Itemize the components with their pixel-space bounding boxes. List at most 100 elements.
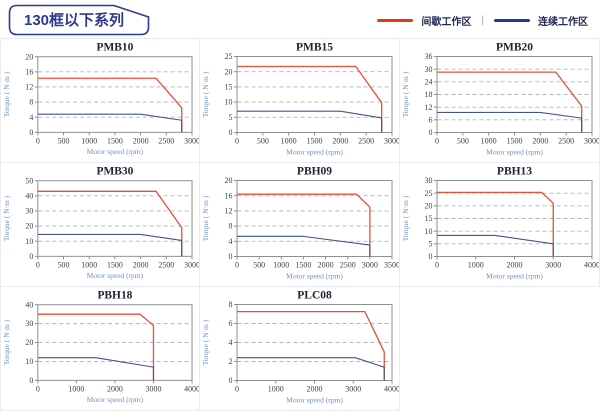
y-tick-label: 10: [225, 98, 233, 107]
charts-grid: PMB10 0 4 8 12 16 20 0 500 1000 1500 2000 2500 3000 Mo…: [0, 38, 600, 411]
chart-cell-pmb15: PMB15 0 5 10 15 20 25 0 500 1000 1500 2000 2500 3000 M…: [200, 39, 400, 163]
chart-title: PMB30: [96, 166, 133, 178]
x-tick-label: 4000: [584, 261, 599, 270]
x-axis-label: Motor speed (rpm): [486, 148, 543, 157]
y-axis-label: Torque ( N·m ): [401, 71, 410, 117]
x-tick-label: 500: [58, 260, 70, 269]
chart-svg: PMB15 0 5 10 15 20 25 0 500 1000 1500 2000 2500 3000 M…: [201, 42, 399, 157]
x-tick-label: 2500: [340, 261, 356, 270]
plot-border: [236, 180, 393, 257]
y-tick-label: 6: [429, 115, 433, 124]
x-tick-label: 2000: [507, 261, 523, 270]
x-tick-label: 1000: [68, 384, 84, 393]
chart-cell-pmb10: PMB10 0 4 8 12 16 20 0 500 1000 1500 2000 2500 3000 Mo…: [0, 39, 200, 163]
y-tick-label: 20: [25, 338, 33, 347]
x-axis-label: Motor speed (rpm): [286, 148, 343, 157]
y-tick-label: 20: [425, 201, 433, 210]
x-axis-label: Motor speed (rpm): [87, 147, 144, 156]
y-tick-label: 18: [425, 90, 433, 99]
y-tick-label: 20: [225, 67, 233, 76]
y-axis-label: Torque ( N·m ): [2, 195, 11, 241]
x-tick-label: 1500: [307, 137, 323, 146]
x-tick-label: 4000: [384, 385, 399, 394]
x-tick-label: 1500: [295, 261, 311, 270]
y-axis-label: Torque ( N·m ): [401, 195, 410, 241]
x-tick-label: 1000: [81, 260, 97, 269]
x-tick-label: 3000: [384, 137, 399, 146]
intermittent-curve: [37, 77, 183, 133]
page-header: 130框以下系列 间歇工作区 | 连续工作区: [0, 0, 600, 38]
intermittent-curve: [37, 190, 183, 257]
x-tick-label: 3000: [184, 136, 199, 145]
y-tick-label: 4: [229, 237, 233, 246]
continuous-curve: [237, 357, 385, 381]
y-tick-label: 0: [229, 376, 233, 385]
chart-svg: PBH09 0 4 8 12 16 20 0 500 1000 1500 2000 2500 3000 35…: [201, 166, 399, 281]
x-tick-label: 0: [235, 385, 239, 394]
x-tick-label: 0: [435, 261, 439, 270]
x-tick-label: 3000: [545, 261, 561, 270]
continuous-curve: [437, 234, 554, 257]
intermittent-curve: [237, 193, 371, 257]
y-tick-label: 40: [25, 300, 33, 309]
y-tick-label: 16: [25, 67, 33, 76]
intermittent-line-swatch: [377, 18, 414, 22]
x-tick-label: 3000: [584, 137, 599, 146]
y-tick-label: 40: [25, 191, 33, 200]
x-axis-label: Motor speed (rpm): [286, 396, 343, 405]
y-tick-label: 8: [229, 222, 233, 231]
chart-svg: PBH13 0 5 10 15 20 25 30 0 1000 2000 3000 4000 Motor …: [401, 166, 599, 281]
x-tick-label: 1500: [507, 137, 523, 146]
series-title-box: 130框以下系列: [8, 4, 150, 36]
chart-cell-pmb30: PMB30 0 10 20 30 40 50 0 500 1000 1500 2000 2500 3000…: [0, 163, 200, 287]
y-axis-label: Torque ( N·m ): [201, 319, 210, 365]
x-tick-label: 2500: [558, 137, 574, 146]
chart-title: PMB15: [296, 42, 333, 54]
y-tick-label: 30: [425, 176, 433, 185]
y-tick-label: 25: [425, 189, 433, 198]
intermittent-curve: [37, 313, 155, 381]
y-tick-label: 8: [29, 98, 33, 107]
legend-label-continuous: 连续工作区: [538, 16, 588, 28]
x-tick-label: 1000: [81, 136, 97, 145]
legend-label-intermittent: 间歇工作区: [421, 16, 472, 28]
continuous-curve: [237, 110, 383, 133]
x-axis-label: Motor speed (rpm): [87, 271, 144, 280]
x-axis-label: Motor speed (rpm): [486, 272, 543, 281]
y-tick-label: 15: [225, 83, 233, 92]
chart-svg: PLC08 0 2 4 6 8 0 1000 2000 3000 4000 Motor speed (…: [201, 290, 399, 405]
x-tick-label: 500: [253, 261, 265, 270]
y-tick-label: 12: [425, 103, 433, 112]
chart-title: PBH18: [97, 290, 132, 302]
y-tick-label: 25: [225, 52, 233, 61]
y-tick-label: 10: [425, 227, 433, 236]
chart-svg: PBH18 0 10 20 30 40 0 1000 2000 3000 4000 Motor spe…: [2, 290, 199, 404]
chart-title: PBH13: [497, 166, 532, 178]
series-title-box-outline: 130框以下系列: [8, 4, 150, 36]
x-tick-label: 0: [235, 137, 239, 146]
chart-cell-pbh13: PBH13 0 5 10 15 20 25 30 0 1000 2000 3000 4000 Motor …: [400, 163, 600, 287]
continuous-curve: [37, 357, 155, 381]
x-tick-label: 2000: [133, 260, 149, 269]
y-tick-label: 30: [25, 207, 33, 216]
chart-svg: PMB20 0 6 12 18 24 30 36 0 500 1000 1500 2000 2500 300…: [401, 42, 599, 157]
x-tick-label: 0: [36, 136, 40, 145]
legend-separator: |: [481, 14, 484, 26]
intermittent-curve: [437, 191, 554, 257]
x-tick-label: 1000: [481, 137, 497, 146]
chart-title: PBH09: [297, 166, 332, 178]
y-tick-label: 8: [229, 300, 233, 309]
x-tick-label: 2000: [107, 384, 123, 393]
x-tick-label: 1000: [281, 137, 297, 146]
x-tick-label: 1000: [273, 261, 289, 270]
x-tick-label: 2500: [158, 260, 174, 269]
x-tick-label: 500: [58, 136, 70, 145]
y-tick-label: 16: [225, 191, 233, 200]
y-tick-label: 0: [29, 252, 33, 261]
y-tick-label: 5: [429, 239, 433, 248]
y-tick-label: 10: [25, 357, 33, 366]
y-tick-label: 6: [229, 319, 233, 328]
chart-cell-pbh09: PBH09 0 4 8 12 16 20 0 500 1000 1500 2000 2500 3000 35…: [200, 163, 400, 287]
